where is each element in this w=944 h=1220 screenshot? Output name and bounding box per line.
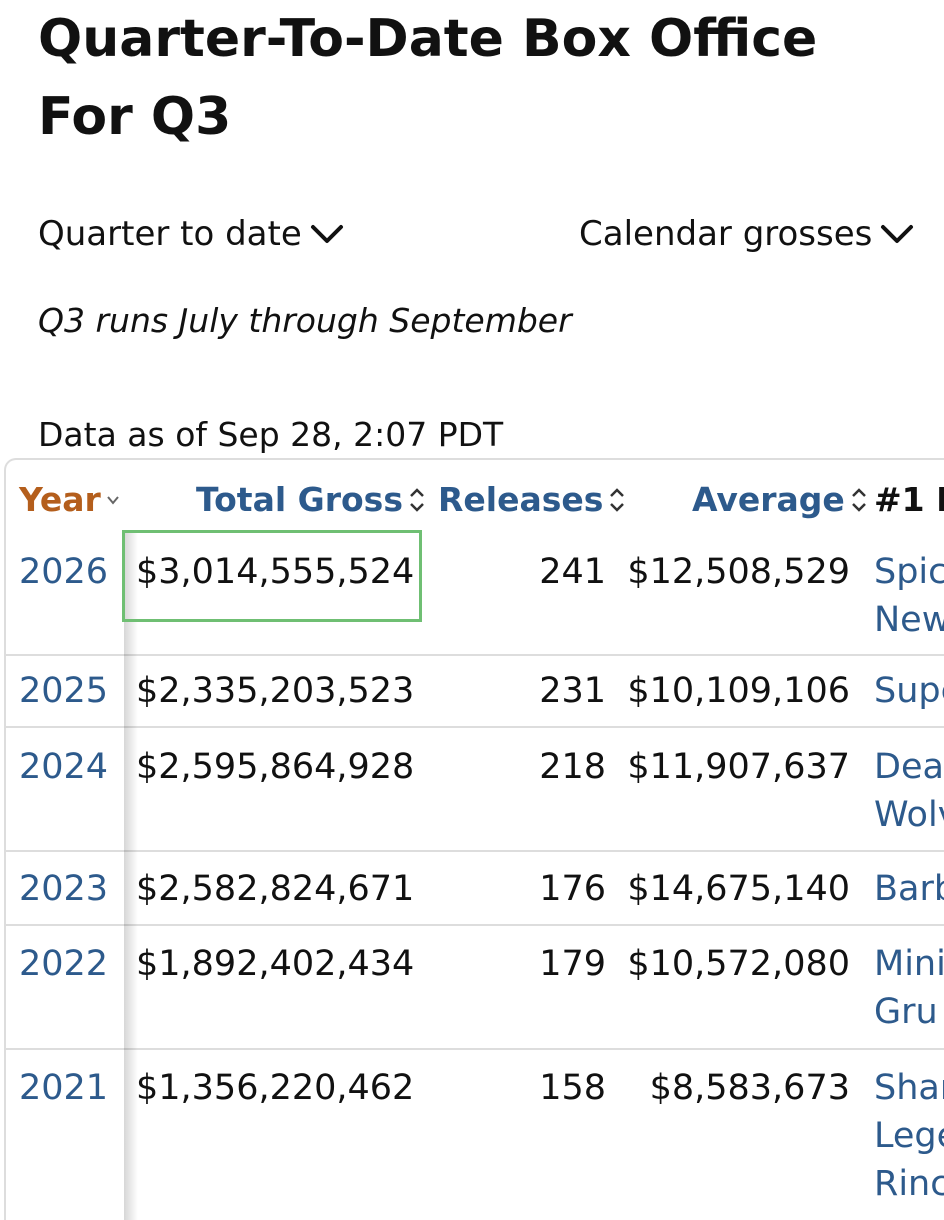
- total-gross-value: $1,356,220,462: [136, 1068, 415, 1108]
- releases-value: 179: [539, 944, 606, 984]
- top-release-line: Mini: [874, 944, 944, 984]
- top-release-line: Shan: [874, 1068, 944, 1108]
- table-row: 2024 $2,595,864,928 218 $11,907,637 Dea …: [6, 728, 944, 852]
- total-gross-value: $2,335,203,523: [136, 671, 415, 711]
- top-release-line: Rinc: [874, 1164, 944, 1204]
- year-link[interactable]: 2023: [19, 869, 109, 909]
- top-release-link[interactable]: Mini Gru: [874, 940, 944, 1036]
- average-value: $10,109,106: [627, 671, 850, 711]
- releases-value: 241: [539, 552, 606, 592]
- gross-type-dropdown[interactable]: Calendar grosses: [579, 210, 914, 258]
- table-row: 2021 $1,356,220,462 158 $8,583,673 Shan …: [6, 1050, 944, 1220]
- top-release-line: Gru: [874, 992, 938, 1032]
- top-release-link[interactable]: Barb: [874, 865, 944, 913]
- total-gross-value: $3,014,555,524: [136, 552, 415, 592]
- table-row: 2023 $2,582,824,671 176 $14,675,140 Barb: [6, 852, 944, 926]
- top-release-line: Barb: [874, 869, 944, 909]
- period-dropdown-label: Quarter to date: [38, 214, 302, 254]
- chevron-down-icon: [105, 493, 121, 507]
- releases-value: 231: [539, 671, 606, 711]
- total-gross-value: $2,595,864,928: [136, 747, 415, 787]
- year-column-header[interactable]: Year: [19, 478, 121, 522]
- releases-value: 158: [539, 1068, 606, 1108]
- year-link[interactable]: 2025: [19, 671, 109, 711]
- releases-value: 176: [539, 869, 606, 909]
- releases-column-header[interactable]: Releases: [438, 478, 627, 522]
- data-timestamp: Data as of Sep 28, 2:07 PDT: [38, 415, 504, 454]
- table-row: 2025 $2,335,203,523 231 $10,109,106 Supe: [6, 656, 944, 728]
- top-release-link[interactable]: Dea Wolv: [874, 743, 944, 839]
- total-gross-value: $1,892,402,434: [136, 944, 415, 984]
- period-dropdown[interactable]: Quarter to date: [38, 210, 344, 258]
- sort-icon: [607, 485, 627, 515]
- total-gross-column-header[interactable]: Total Gross: [196, 478, 427, 522]
- top-release-line: Spic: [874, 552, 944, 592]
- year-link[interactable]: 2022: [19, 944, 109, 984]
- top-release-column-header[interactable]: #1 R: [874, 478, 944, 522]
- top-release-line: Wolv: [874, 795, 944, 835]
- average-value: $14,675,140: [627, 869, 850, 909]
- releases-value: 218: [539, 747, 606, 787]
- average-column-header[interactable]: Average: [692, 478, 869, 522]
- top-release-link[interactable]: Supe: [874, 667, 944, 715]
- average-value: $11,907,637: [627, 747, 850, 787]
- average-value: $12,508,529: [627, 552, 850, 592]
- top-release-line: New: [874, 600, 944, 640]
- total-gross-header-label: Total Gross: [196, 480, 403, 519]
- table-row: 2026 $3,014,555,524 241 $12,508,529 Spic…: [6, 530, 944, 656]
- table-row: 2022 $1,892,402,434 179 $10,572,080 Mini…: [6, 926, 944, 1050]
- top-release-header-label: #1 R: [874, 480, 944, 519]
- year-link[interactable]: 2021: [19, 1068, 109, 1108]
- year-link[interactable]: 2026: [19, 552, 109, 592]
- average-value: $10,572,080: [627, 944, 850, 984]
- gross-type-dropdown-label: Calendar grosses: [579, 214, 873, 254]
- top-release-link[interactable]: Spic New: [874, 548, 944, 644]
- page-title: Quarter-To-Date Box Office For Q3: [38, 9, 818, 147]
- year-header-label: Year: [19, 480, 101, 519]
- average-value: $8,583,673: [649, 1068, 850, 1108]
- top-release-line: Lege: [874, 1116, 944, 1156]
- top-release-link[interactable]: Shan Lege Rinc: [874, 1064, 944, 1208]
- average-header-label: Average: [692, 480, 845, 519]
- box-office-table: Year Total Gross Releases Average #1 R 2…: [4, 458, 944, 1220]
- releases-header-label: Releases: [438, 480, 604, 519]
- top-release-line: Supe: [874, 671, 944, 711]
- chevron-down-icon: [310, 222, 344, 246]
- top-release-line: Dea: [874, 747, 944, 787]
- highlight-box: [122, 530, 422, 622]
- sort-icon: [849, 485, 869, 515]
- total-gross-value: $2,582,824,671: [136, 869, 415, 909]
- year-link[interactable]: 2024: [19, 747, 109, 787]
- chevron-down-icon: [880, 222, 914, 246]
- quarter-note: Q3 runs July through September: [38, 301, 572, 340]
- sort-icon: [407, 485, 427, 515]
